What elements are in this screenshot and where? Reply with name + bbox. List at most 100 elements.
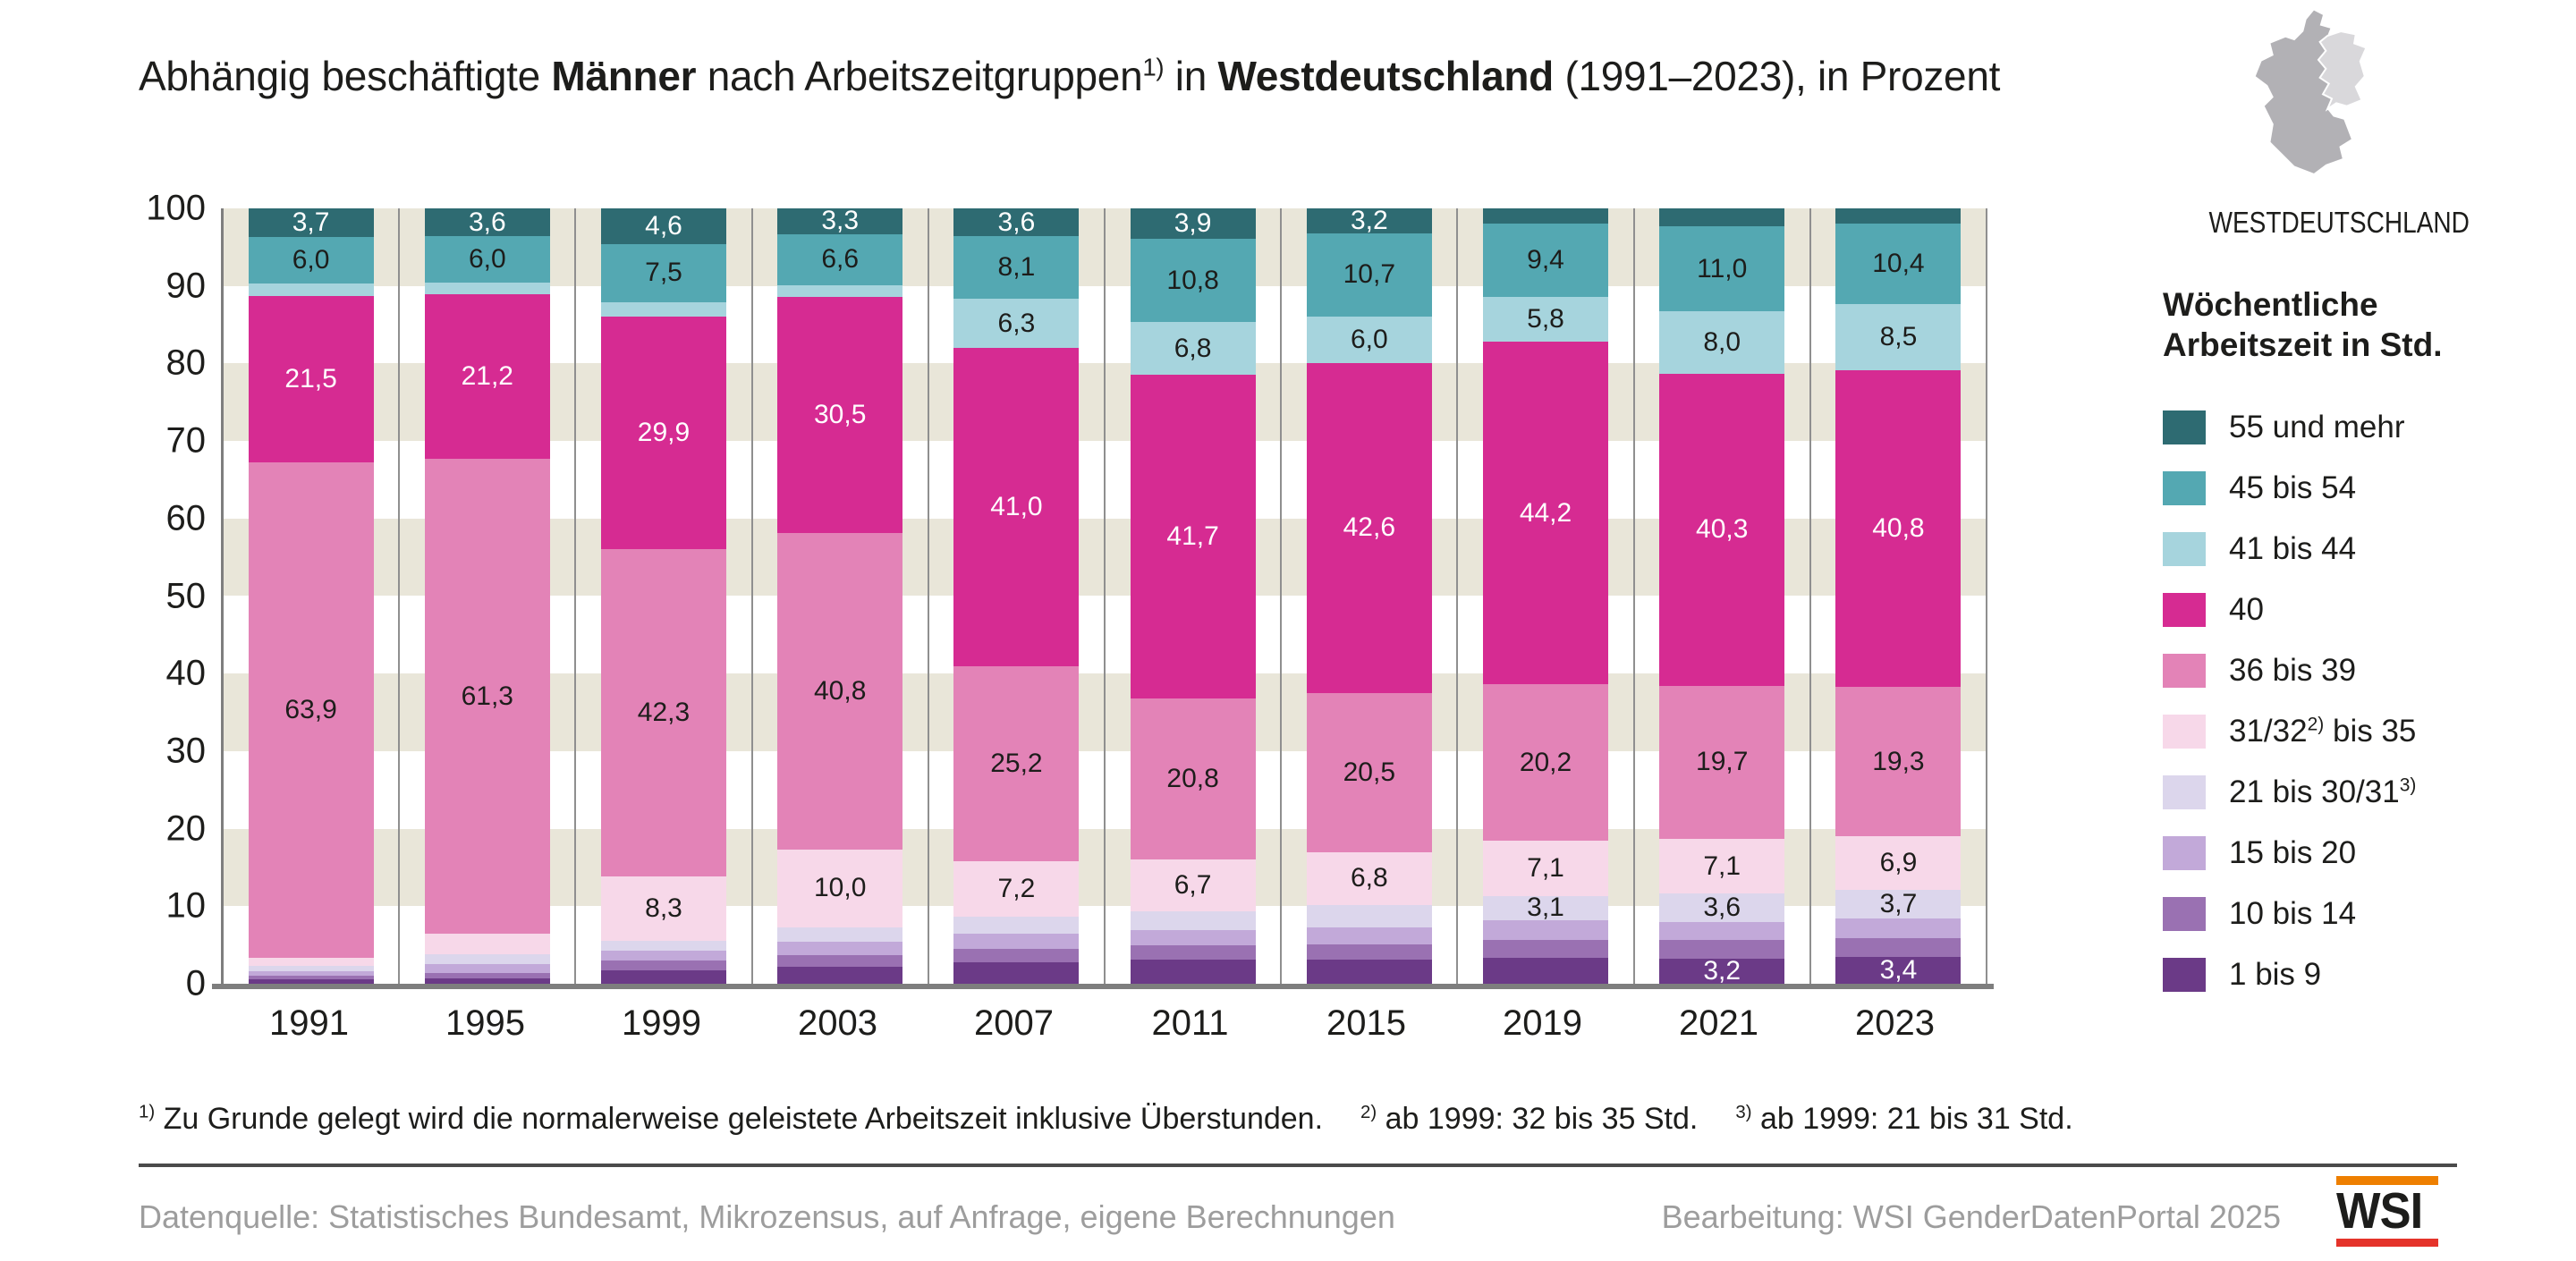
text-fragment: 36 bis 39 <box>2229 653 2357 689</box>
bar-value-label: 20,2 <box>1519 747 1572 777</box>
bar-segment <box>1483 208 1609 224</box>
text-fragment: Zu Grunde gelegt wird die normalerweise … <box>155 1102 1324 1136</box>
bar-segment <box>777 942 903 955</box>
legend-label: 10 bis 14 <box>2229 896 2356 932</box>
bar-segment: 11,0 <box>1659 225 1785 312</box>
year-label: 1991 <box>269 1003 349 1043</box>
year-column-2003: 3,3 6,6 30,5 40,8 10,0 <box>750 207 928 984</box>
bar-value-label: 6,6 <box>821 244 860 275</box>
bar-value-label: 20,8 <box>1166 764 1219 794</box>
bar-segment <box>953 917 1080 935</box>
bar-segment: 10,4 <box>1835 224 1962 305</box>
bar-segment <box>1483 919 1609 940</box>
bar-segment: 3,2 <box>1659 956 1785 986</box>
text-fragment: in <box>1164 53 1218 99</box>
wsi-logo-top-bar <box>2336 1176 2438 1185</box>
bar-value-label: 21,2 <box>461 361 513 392</box>
bar-value-label: 9,4 <box>1527 245 1564 275</box>
year-label: 2007 <box>974 1003 1054 1043</box>
bar-value-label: 3,6 <box>468 207 506 237</box>
year-column-2019: 9,4 5,8 44,2 20,2 7,1 3,1 <box>1456 208 1632 984</box>
bar-value-label: 6,0 <box>1350 324 1388 354</box>
bar-segment: 8,3 <box>601 876 726 942</box>
bar-columns: 3,7 6,0 21,5 63,9 3,6 6,0 21,2 61,3 4,6 7,5 29,9 42… <box>224 207 1986 986</box>
text-fragment: 1 bis 9 <box>2229 957 2322 993</box>
stacked-bar-1999: 4,6 7,5 29,9 42,3 8,3 <box>601 208 726 984</box>
y-tick-label: 0 <box>185 963 206 1003</box>
bar-segment: 41,7 <box>1130 375 1256 698</box>
stacked-bar-2015: 3,2 10,7 6,0 42,6 20,5 6,8 <box>1306 207 1432 984</box>
bar-segment: 21,2 <box>424 294 550 460</box>
bar-value-label: 10,7 <box>1343 259 1395 290</box>
legend-label: 40 <box>2229 592 2264 628</box>
chart-plot-area: 3,7 6,0 21,5 63,9 3,6 6,0 21,2 61,3 4,6 7,5 29,9 42… <box>221 207 1987 986</box>
year-column-1999: 4,6 7,5 29,9 42,3 8,3 <box>574 208 750 984</box>
legend-label: 36 bis 39 <box>2229 653 2356 689</box>
bar-segment: 3,3 <box>777 207 903 234</box>
year-column-2021: 11,0 8,0 40,3 19,7 7,1 3,6 3,2 <box>1632 208 1809 986</box>
bar-segment <box>953 948 1080 962</box>
bar-segment <box>248 958 374 966</box>
bar-value-label: 3,2 <box>1703 956 1741 986</box>
bar-segment: 42,6 <box>1306 362 1432 693</box>
bar-value-label: 7,1 <box>1527 853 1564 884</box>
bar-value-label: 10,8 <box>1166 265 1219 295</box>
text-fragment: 21 bis 30/31 <box>2229 774 2400 810</box>
bar-segment: 3,4 <box>1835 957 1962 984</box>
bar-segment <box>777 954 903 967</box>
bar-segment <box>248 966 374 972</box>
bar-segment: 40,3 <box>1659 373 1785 687</box>
bar-segment <box>1659 208 1785 226</box>
year-label: 2019 <box>1503 1003 1582 1043</box>
bar-segment <box>953 961 1080 984</box>
bar-value-label: 8,5 <box>1879 322 1918 352</box>
year-label: 1999 <box>622 1003 701 1043</box>
bar-segment <box>1306 904 1432 927</box>
bar-segment: 20,8 <box>1130 698 1256 860</box>
stacked-bar-2003: 3,3 6,6 30,5 40,8 10,0 <box>777 207 903 984</box>
text-fragment: ab 1999: 21 bis 31 Std. <box>1751 1102 2073 1136</box>
legend-swatch <box>2163 897 2206 932</box>
bar-segment <box>1483 958 1609 984</box>
bar-segment <box>1306 960 1432 984</box>
text-fragment: 2) <box>2307 714 2325 735</box>
bar-segment: 6,6 <box>777 233 903 285</box>
bar-value-label: 40,8 <box>814 676 867 707</box>
bar-segment <box>1835 208 1962 224</box>
wsi-logo-bottom-bar <box>2336 1238 2438 1247</box>
bar-segment: 3,7 <box>1835 890 1962 919</box>
year-label: 2023 <box>1855 1003 1935 1043</box>
bar-value-label: 40,3 <box>1696 514 1749 545</box>
bar-value-label: 3,7 <box>292 207 330 238</box>
stacked-bar-1991: 3,7 6,0 21,5 63,9 <box>248 207 374 984</box>
legend-swatch <box>2163 532 2206 567</box>
bar-value-label: 6,9 <box>1879 848 1918 878</box>
bar-value-label: 7,5 <box>645 258 682 288</box>
bar-value-label: 10,0 <box>814 873 867 903</box>
year-label: 1995 <box>445 1003 525 1043</box>
text-fragment: Abhängig beschäftigte <box>139 53 552 99</box>
text-fragment: 15 bis 20 <box>2229 835 2357 871</box>
bar-segment: 6,3 <box>953 299 1080 349</box>
bar-segment: 4,6 <box>601 208 726 244</box>
bar-value-label: 40,8 <box>1872 513 1925 544</box>
bar-segment: 10,0 <box>777 849 903 927</box>
bar-segment <box>1835 937 1962 958</box>
bar-segment: 21,5 <box>248 295 374 463</box>
bar-segment: 6,7 <box>1130 859 1256 912</box>
bar-value-label: 19,7 <box>1696 747 1749 777</box>
bar-value-label: 6,8 <box>1174 333 1212 363</box>
y-tick-label: 100 <box>146 188 206 228</box>
bar-segment: 20,5 <box>1306 692 1432 852</box>
text-fragment: 31/32 <box>2229 714 2308 749</box>
bar-segment: 8,1 <box>953 236 1080 300</box>
year-column-1991: 3,7 6,0 21,5 63,9 <box>224 208 398 984</box>
year-label: 2015 <box>1326 1003 1406 1043</box>
bar-segment <box>601 941 726 951</box>
editing-credit-text: Bearbeitung: WSI GenderDatenPortal 2025 <box>1661 1198 2281 1235</box>
legend-swatch <box>2163 775 2206 810</box>
bar-value-label: 25,2 <box>990 748 1043 778</box>
bar-segment: 7,1 <box>1483 841 1609 896</box>
bar-value-label: 42,6 <box>1343 512 1395 543</box>
year-column-2023: 10,4 8,5 40,8 19,3 6,9 3,7 3,4 <box>1809 208 1986 984</box>
